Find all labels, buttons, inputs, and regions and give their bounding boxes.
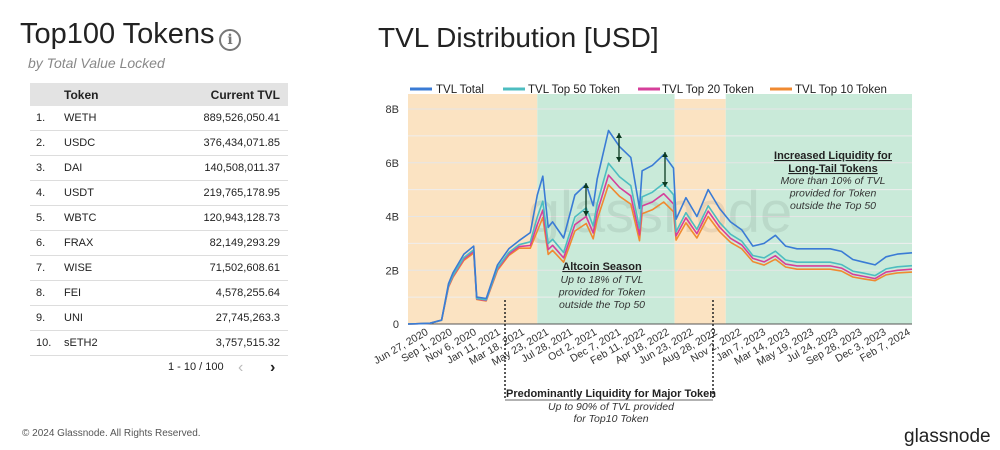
band-green (725, 94, 912, 324)
cell-token: WBTC (64, 205, 129, 231)
annotation-altcoin-line: outside the Top 50 (559, 299, 645, 311)
cell-token: USDC (64, 130, 129, 156)
cell-rank: 4. (30, 180, 64, 206)
table-row[interactable]: 2. USDC 376,434,071.85 (30, 130, 288, 156)
legend-label: TVL Total (436, 84, 484, 96)
header-token[interactable]: Token (64, 83, 129, 106)
series-line-tvl-total (407, 129, 913, 325)
next-page-button[interactable]: › (270, 359, 276, 376)
annotation-longtail-line: provided for Token (789, 188, 877, 200)
cell-tvl: 219,765,178.95 (128, 180, 288, 206)
top-tokens-table: Token Current TVL 1. WETH 889,526,050.41 2.… (30, 83, 288, 356)
table-row[interactable]: 3. DAI 140,508,011.37 (30, 155, 288, 181)
annotation-longtail-title: Increased Liquidity for (774, 150, 893, 162)
table-row[interactable]: 1. WETH 889,526,050.41 (30, 106, 288, 131)
annotation-altcoin-line: Up to 18% of TVL (561, 274, 644, 286)
table-header: Token Current TVL (30, 83, 288, 106)
info-icon[interactable]: i (219, 29, 241, 51)
cell-rank: 1. (30, 106, 64, 131)
table-row[interactable]: 6. FRAX 82,149,293.29 (30, 230, 288, 256)
cell-tvl: 4,578,255.64 (128, 280, 288, 306)
annotation-altcoin-line: provided for Token (558, 287, 646, 299)
table-row[interactable]: 8. FEI 4,578,255.64 (30, 280, 288, 306)
annotation-major-title: Predominantly Liquidity for Major Token (506, 388, 716, 400)
annotation-longtail-line: More than 10% of TVL (780, 175, 885, 187)
table-row[interactable]: 7. WISE 71,502,608.61 (30, 255, 288, 281)
annotation-altcoin-title: Altcoin Season (562, 261, 642, 273)
cell-tvl: 889,526,050.41 (128, 106, 288, 131)
cell-rank: 6. (30, 230, 64, 256)
y-tick-label: 4B (386, 212, 399, 224)
prev-page-button[interactable]: ‹ (238, 359, 244, 376)
watermark: glassnode (528, 180, 792, 245)
cell-rank: 9. (30, 305, 64, 331)
band-orange (674, 99, 726, 324)
glassnode-logo: glassnode (904, 426, 991, 447)
annotation-longtail-line: outside the Top 50 (790, 200, 876, 212)
annotation-major-line: Up to 90% of TVL provided (548, 401, 675, 413)
cell-rank: 3. (30, 155, 64, 181)
table-row[interactable]: 5. WBTC 120,943,128.73 (30, 205, 288, 231)
cell-rank: 8. (30, 280, 64, 306)
cell-token: FEI (64, 280, 129, 306)
cell-rank: 10. (30, 330, 64, 356)
table-row[interactable]: 10. sETH2 3,757,515.32 (30, 330, 288, 356)
cell-token: UNI (64, 305, 129, 331)
legend-label: TVL Top 10 Token (795, 84, 887, 96)
y-tick-label: 0 (393, 319, 399, 331)
pagination-label: 1 - 10 / 100 (168, 361, 224, 373)
cell-token: WETH (64, 106, 129, 131)
y-tick-label: 6B (386, 158, 399, 170)
cell-token: FRAX (64, 230, 129, 256)
header-current-tvl[interactable]: Current TVL (128, 83, 288, 106)
cell-tvl: 71,502,608.61 (128, 255, 288, 281)
cell-tvl: 27,745,263.3 (128, 305, 288, 331)
annotation-major-line: for Top10 Token (573, 413, 648, 425)
y-tick-label: 2B (386, 265, 399, 277)
legend-label: TVL Top 50 Token (528, 84, 620, 96)
cell-tvl: 140,508,011.37 (128, 155, 288, 181)
cell-token: USDT (64, 180, 129, 206)
cell-tvl: 120,943,128.73 (128, 205, 288, 231)
legend-label: TVL Top 20 Token (662, 84, 754, 96)
table-row[interactable]: 4. USDT 219,765,178.95 (30, 180, 288, 206)
cell-tvl: 376,434,071.85 (128, 130, 288, 156)
cell-tvl: 3,757,515.32 (128, 330, 288, 356)
copyright: © 2024 Glassnode. All Rights Reserved. (22, 428, 201, 439)
cell-rank: 5. (30, 205, 64, 231)
page-title: Top100 Tokens (20, 18, 215, 50)
header-rank[interactable] (30, 83, 64, 106)
annotation-longtail-title: Long-Tail Tokens (788, 163, 877, 175)
cell-rank: 7. (30, 255, 64, 281)
cell-token: DAI (64, 155, 129, 181)
cell-rank: 2. (30, 130, 64, 156)
cell-token: WISE (64, 255, 129, 281)
chart-title: TVL Distribution [USD] (378, 22, 659, 53)
band-orange (408, 94, 538, 324)
y-tick-label: 8B (386, 104, 399, 116)
subtitle: by Total Value Locked (28, 55, 165, 71)
cell-token: sETH2 (64, 330, 129, 356)
table-row[interactable]: 9. UNI 27,745,263.3 (30, 305, 288, 331)
cell-tvl: 82,149,293.29 (128, 230, 288, 256)
series-line-tvl-top-50-token (407, 162, 913, 325)
band-green (537, 94, 675, 324)
